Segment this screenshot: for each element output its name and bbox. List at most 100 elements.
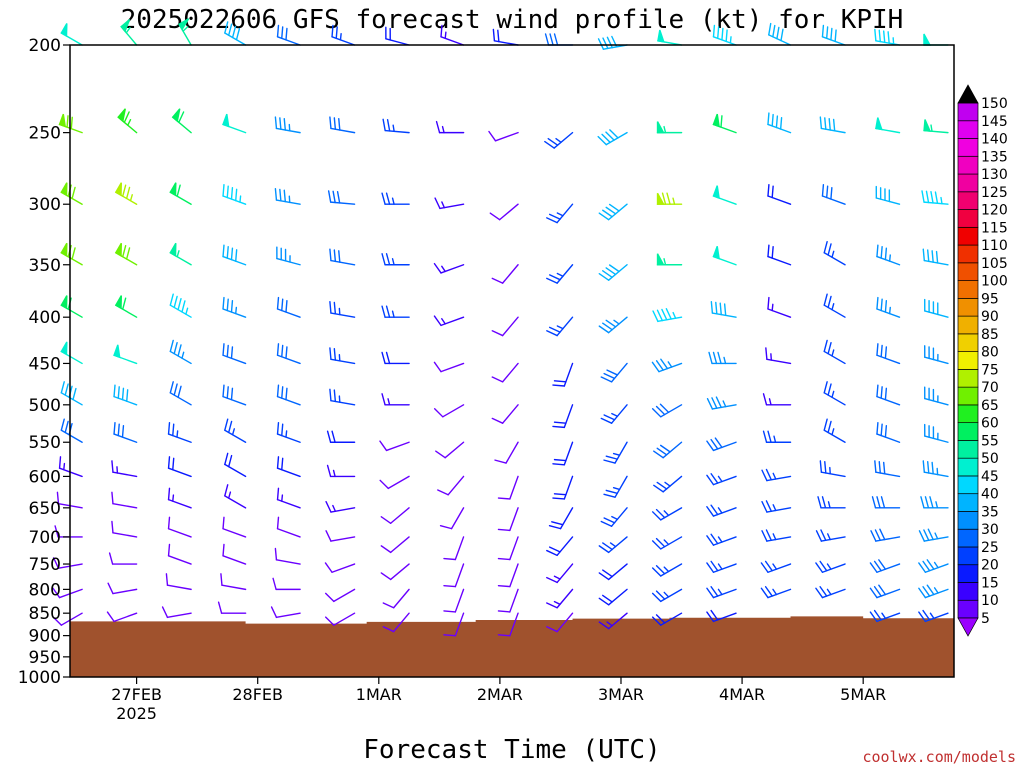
wind-barb	[823, 381, 846, 406]
barb-full	[926, 249, 930, 263]
barb-half	[281, 494, 284, 502]
barb-full	[433, 361, 442, 373]
barb-full	[710, 300, 714, 314]
wind-barb	[546, 563, 574, 584]
wind-barb	[224, 484, 247, 509]
barb-full	[226, 246, 229, 259]
barb-full	[113, 421, 116, 435]
wind-barb	[272, 577, 301, 591]
barb-full	[281, 26, 284, 40]
barb-full	[380, 572, 392, 581]
colorbar-label: 85	[981, 327, 999, 343]
wind-barb	[656, 253, 683, 266]
wind-barb	[433, 361, 465, 373]
barb-full	[765, 347, 768, 360]
barb-full	[603, 517, 616, 524]
barb-full	[381, 305, 386, 318]
barb-full	[439, 525, 453, 530]
barb-full	[167, 516, 171, 530]
wind-barb	[433, 262, 465, 274]
barb-half	[611, 412, 619, 418]
barb-full	[546, 626, 558, 633]
barb-shaft	[454, 612, 465, 637]
barb-full	[56, 491, 60, 505]
barb-full	[823, 418, 828, 431]
barb-full	[921, 190, 925, 203]
barb-full	[435, 120, 441, 134]
colorbar-cell	[957, 404, 979, 424]
wind-barb	[552, 475, 574, 500]
barb-full	[656, 481, 668, 490]
barb-half	[717, 536, 723, 543]
barb-full	[167, 543, 171, 557]
barb-full	[869, 562, 878, 573]
wind-barb	[497, 612, 519, 637]
barb-full	[497, 29, 500, 43]
barb-full	[276, 421, 280, 435]
barb-full	[775, 115, 779, 129]
wind-barb	[544, 131, 574, 149]
colorbar-label: 100	[981, 274, 1008, 290]
barb-half	[663, 591, 670, 598]
barb-half	[332, 504, 337, 512]
barb-full	[382, 118, 386, 132]
wind-barbs	[52, 18, 949, 637]
barb-full	[178, 111, 185, 124]
barb-full	[653, 450, 664, 459]
barb-full	[64, 420, 69, 434]
barb-full	[878, 29, 882, 43]
barb-full	[935, 250, 939, 264]
barb-full	[824, 117, 827, 130]
barb-full	[918, 530, 926, 542]
wind-barb	[114, 242, 138, 266]
wind-barb	[380, 536, 410, 554]
barb-full	[497, 610, 511, 613]
barb-full	[333, 117, 337, 130]
barb-full	[121, 387, 125, 401]
barb-full	[878, 460, 882, 474]
barb-full	[274, 187, 278, 201]
barb-full	[327, 190, 332, 203]
wind-barb	[331, 24, 356, 46]
barb-full	[600, 376, 613, 383]
barb-flag	[171, 108, 181, 123]
barb-full	[655, 405, 666, 416]
barb-full	[222, 296, 225, 310]
barb-full	[706, 440, 715, 452]
wind-barb	[651, 358, 683, 373]
barb-full	[767, 296, 770, 310]
wind-barb	[761, 529, 792, 542]
wind-barb	[114, 182, 138, 205]
wind-barb	[651, 403, 683, 418]
colorbar-cell	[957, 511, 979, 530]
barb-half	[672, 197, 676, 205]
x-tick-label: 28FEB	[232, 685, 283, 704]
barb-shaft	[166, 612, 192, 619]
wind-barb	[767, 112, 792, 134]
barb-shaft	[509, 475, 519, 500]
chart-title: 2025022606 GFS forecast wind profile (kt…	[121, 5, 904, 35]
barb-full	[325, 500, 332, 513]
y-tick-label: 800	[29, 580, 61, 600]
wind-barb	[443, 536, 465, 561]
wind-barb	[546, 316, 574, 337]
wind-barb	[167, 543, 192, 565]
barb-full	[761, 500, 768, 513]
wind-barb	[491, 316, 519, 337]
barb-full	[231, 25, 237, 39]
barb-shaft	[509, 563, 519, 588]
barb-half	[723, 356, 727, 365]
barb-full	[765, 500, 773, 512]
barb-full	[117, 423, 120, 437]
barb-full	[776, 26, 780, 40]
barb-shaft	[330, 536, 356, 542]
barb-full	[546, 330, 558, 337]
barb-full	[385, 351, 391, 365]
y-tick-label: 400	[29, 308, 61, 328]
barb-full	[106, 611, 115, 623]
barb-full	[606, 369, 619, 376]
barb-full	[276, 343, 280, 356]
barb-half	[441, 318, 446, 325]
wind-barb	[815, 586, 846, 599]
